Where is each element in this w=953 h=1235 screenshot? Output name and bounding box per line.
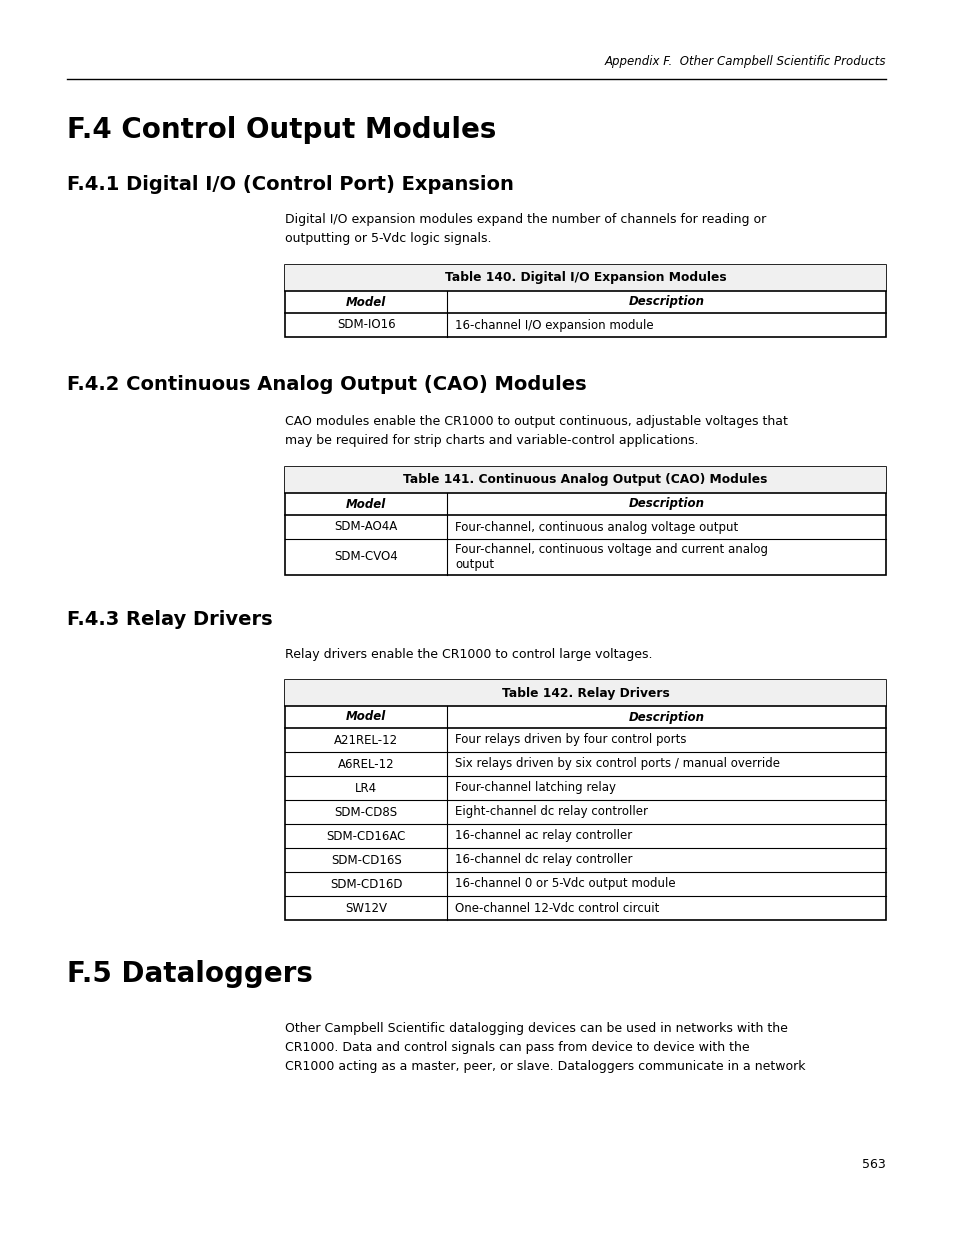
Bar [285, 467, 885, 493]
Text: Table 140. Digital I/O Expansion Modules: Table 140. Digital I/O Expansion Modules [444, 272, 725, 284]
Text: Four-channel, continuous voltage and current analog
output: Four-channel, continuous voltage and cur… [455, 543, 767, 571]
Text: SDM-CD16S: SDM-CD16S [331, 853, 401, 867]
Text: Relay drivers enable the CR1000 to control large voltages.: Relay drivers enable the CR1000 to contr… [285, 648, 652, 661]
Text: Four relays driven by four control ports: Four relays driven by four control ports [455, 734, 686, 746]
Text: One-channel 12-Vdc control circuit: One-channel 12-Vdc control circuit [455, 902, 659, 914]
Text: SDM-CD16D: SDM-CD16D [330, 878, 402, 890]
Text: Six relays driven by six control ports / manual override: Six relays driven by six control ports /… [455, 757, 780, 771]
Text: SDM-CD16AC: SDM-CD16AC [326, 830, 405, 842]
Bar [285, 266, 885, 337]
Bar [285, 467, 885, 576]
Text: Description: Description [628, 710, 704, 724]
Text: Four-channel latching relay: Four-channel latching relay [455, 782, 616, 794]
Text: Eight-channel dc relay controller: Eight-channel dc relay controller [455, 805, 648, 819]
Text: 16-channel I/O expansion module: 16-channel I/O expansion module [455, 319, 653, 331]
Text: Digital I/O expansion modules expand the number of channels for reading or
outpu: Digital I/O expansion modules expand the… [285, 212, 765, 245]
Text: SDM-AO4A: SDM-AO4A [335, 520, 397, 534]
Text: Model: Model [346, 498, 386, 510]
Text: Table 142. Relay Drivers: Table 142. Relay Drivers [501, 687, 669, 699]
Text: SDM-CVO4: SDM-CVO4 [334, 551, 397, 563]
Text: Description: Description [628, 295, 704, 309]
Bar [285, 680, 885, 920]
Text: F.4.2 Continuous Analog Output (CAO) Modules: F.4.2 Continuous Analog Output (CAO) Mod… [67, 375, 586, 394]
Text: A6REL-12: A6REL-12 [337, 757, 394, 771]
Text: F.4.1 Digital I/O (Control Port) Expansion: F.4.1 Digital I/O (Control Port) Expansi… [67, 175, 514, 194]
Text: F.4.3 Relay Drivers: F.4.3 Relay Drivers [67, 610, 273, 629]
Text: Description: Description [628, 498, 704, 510]
Text: Model: Model [346, 295, 386, 309]
Text: 16-channel 0 or 5-Vdc output module: 16-channel 0 or 5-Vdc output module [455, 878, 675, 890]
Text: SW12V: SW12V [345, 902, 387, 914]
Text: Table 141. Continuous Analog Output (CAO) Modules: Table 141. Continuous Analog Output (CAO… [403, 473, 767, 487]
Text: Other Campbell Scientific datalogging devices can be used in networks with the
C: Other Campbell Scientific datalogging de… [285, 1023, 804, 1073]
Text: Model: Model [346, 710, 386, 724]
Text: LR4: LR4 [355, 782, 376, 794]
Text: 16-channel dc relay controller: 16-channel dc relay controller [455, 853, 632, 867]
Text: F.5 Dataloggers: F.5 Dataloggers [67, 960, 313, 988]
Text: 563: 563 [862, 1158, 885, 1171]
Text: A21REL-12: A21REL-12 [334, 734, 397, 746]
Bar [285, 266, 885, 291]
Text: Four-channel, continuous analog voltage output: Four-channel, continuous analog voltage … [455, 520, 738, 534]
Bar [285, 680, 885, 706]
Text: CAO modules enable the CR1000 to output continuous, adjustable voltages that
may: CAO modules enable the CR1000 to output … [285, 415, 787, 447]
Text: F.4 Control Output Modules: F.4 Control Output Modules [67, 116, 496, 144]
Text: SDM-CD8S: SDM-CD8S [335, 805, 397, 819]
Text: Appendix F.  Other Campbell Scientific Products: Appendix F. Other Campbell Scientific Pr… [604, 56, 885, 68]
Text: 16-channel ac relay controller: 16-channel ac relay controller [455, 830, 632, 842]
Text: SDM-IO16: SDM-IO16 [336, 319, 395, 331]
